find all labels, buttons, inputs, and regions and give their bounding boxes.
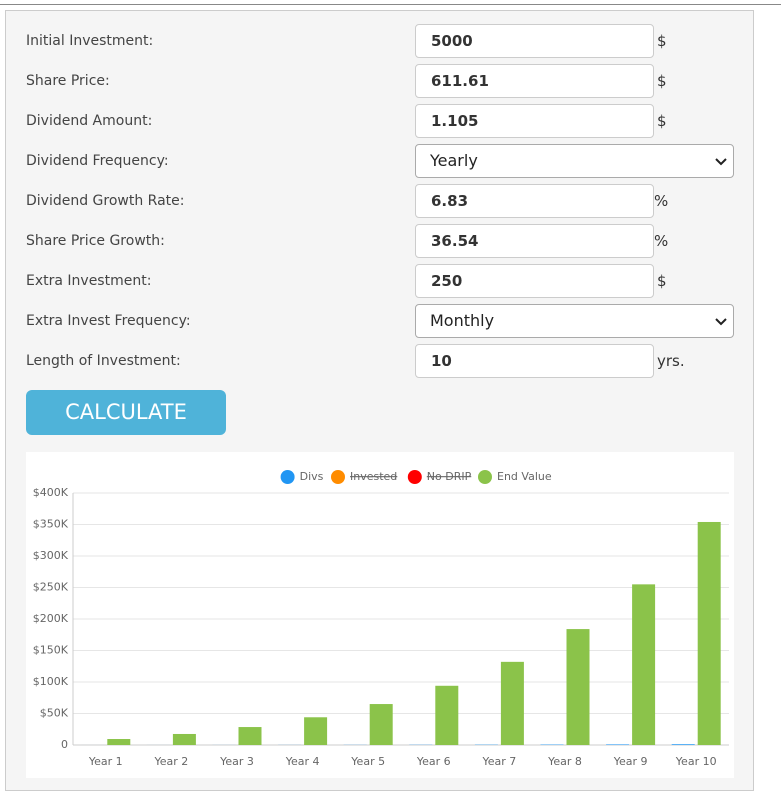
unit-label: $ xyxy=(657,32,667,50)
y-tick-label: $200K xyxy=(33,612,69,625)
x-tick-label: Year 4 xyxy=(285,755,320,768)
field-label: Extra Investment: xyxy=(26,273,152,289)
text-input[interactable]: 5000 xyxy=(415,24,654,58)
field-label: Share Price Growth: xyxy=(26,233,165,249)
unit-label: % xyxy=(654,192,669,210)
field-label: Dividend Amount: xyxy=(26,113,153,129)
bar xyxy=(238,727,262,745)
x-tick-label: Year 1 xyxy=(88,755,123,768)
x-tick-label: Year 7 xyxy=(482,755,517,768)
legend-swatch[interactable] xyxy=(280,470,295,484)
x-tick-label: Year 3 xyxy=(219,755,254,768)
x-tick-label: Year 8 xyxy=(547,755,582,768)
unit-label: yrs. xyxy=(657,352,685,370)
legend-label[interactable]: Divs xyxy=(300,470,324,483)
calculator-panel: CALCULATE 0 $50K $100K $150K $200K $250K $300K… xyxy=(5,10,754,791)
bar xyxy=(500,661,524,745)
legend-swatch[interactable] xyxy=(331,470,345,484)
bar xyxy=(435,685,459,745)
x-tick-label: Year 2 xyxy=(154,755,189,768)
unit-label: $ xyxy=(657,72,667,90)
bar xyxy=(304,717,328,745)
x-tick-label: Year 10 xyxy=(675,755,717,768)
unit-label: $ xyxy=(657,112,667,130)
unit-label: $ xyxy=(657,272,667,290)
text-input[interactable]: 6.83 xyxy=(415,184,654,218)
field-label: Initial Investment: xyxy=(26,33,154,49)
field-label: Share Price: xyxy=(26,73,110,89)
bar xyxy=(697,521,721,745)
y-tick-label: $300K xyxy=(33,549,69,562)
bar xyxy=(172,733,196,745)
x-tick-label: Year 5 xyxy=(350,755,385,768)
y-tick-label: 0 xyxy=(61,738,68,751)
select-box[interactable]: Monthly xyxy=(415,304,734,338)
legend-swatch[interactable] xyxy=(478,470,492,484)
legend-swatch[interactable] xyxy=(407,470,422,484)
divider xyxy=(0,4,781,5)
legend-label[interactable]: No DRIP xyxy=(427,470,472,483)
field-label: Dividend Growth Rate: xyxy=(26,193,185,209)
field-label: Extra Invest Frequency: xyxy=(26,313,191,329)
bar xyxy=(107,739,131,745)
y-tick-label: $350K xyxy=(33,518,69,531)
calculate-button[interactable]: CALCULATE xyxy=(26,390,226,435)
text-input[interactable]: 1.105 xyxy=(415,104,654,138)
bar xyxy=(632,584,656,745)
unit-label: % xyxy=(654,232,669,250)
field-label: Length of Investment: xyxy=(26,353,181,369)
select-box[interactable]: Yearly xyxy=(415,144,734,178)
chart-container: 0 $50K $100K $150K $200K $250K $300K $350K $400K… xyxy=(26,452,734,778)
x-tick-label: Year 6 xyxy=(416,755,451,768)
bar xyxy=(369,704,393,745)
dropdown-arrow xyxy=(715,318,727,326)
chart: 0 $50K $100K $150K $200K $250K $300K $350K $400K… xyxy=(33,470,729,768)
y-tick-label: $100K xyxy=(33,675,69,688)
text-input[interactable]: 36.54 xyxy=(415,224,654,258)
y-tick-label: $50K xyxy=(40,707,69,720)
y-tick-label: $400K xyxy=(33,486,69,499)
chevron xyxy=(715,158,727,166)
bar xyxy=(566,629,590,745)
y-tick-label: $150K xyxy=(33,644,69,657)
y-tick-label: $250K xyxy=(33,581,69,594)
bar xyxy=(606,744,630,745)
x-tick-label: Year 9 xyxy=(613,755,648,768)
text-input[interactable]: 10 xyxy=(415,344,654,378)
legend-label[interactable]: Invested xyxy=(350,470,397,483)
chevron xyxy=(715,318,727,326)
dropdown-arrow xyxy=(715,158,727,166)
field-label: Dividend Frequency: xyxy=(26,153,169,169)
text-input[interactable]: 250 xyxy=(415,264,654,298)
text-input[interactable]: 611.61 xyxy=(415,64,654,98)
legend-label[interactable]: End Value xyxy=(497,470,552,483)
bar xyxy=(671,744,695,745)
